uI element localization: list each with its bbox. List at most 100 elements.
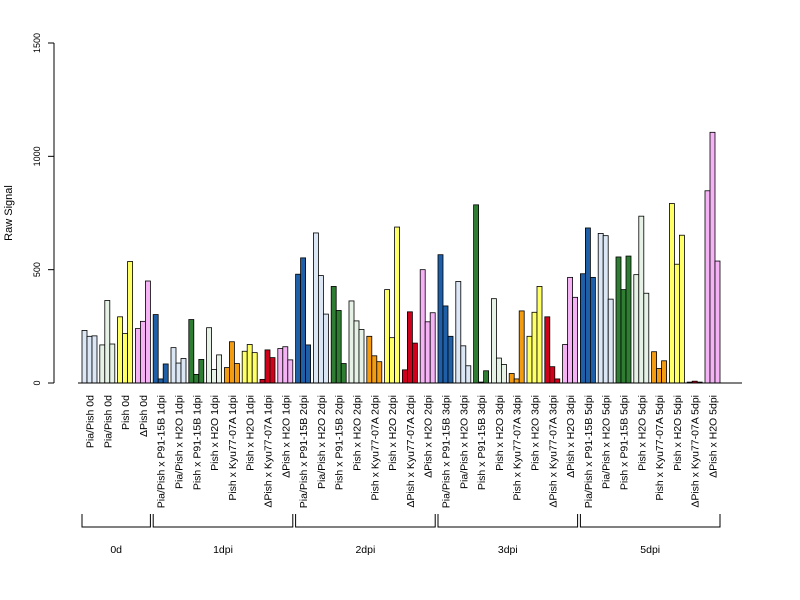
bar — [620, 289, 627, 384]
bar — [300, 257, 307, 384]
bar — [585, 227, 591, 384]
bar — [180, 358, 187, 384]
category-labels: Pia/Pish 0d Pia/Pish 0d Pish 0d ΔPish 0d Pia… — [85, 395, 720, 508]
bar — [437, 254, 444, 384]
bar — [465, 365, 472, 384]
bar — [322, 313, 329, 384]
bar — [572, 296, 578, 384]
bar — [394, 226, 401, 384]
bar — [340, 363, 347, 384]
category-label: Pish x Kyu77-07A 1dpi — [227, 395, 239, 501]
y-tick-label: 1000 — [32, 146, 42, 166]
bar — [216, 354, 223, 384]
group-bracket — [579, 514, 721, 528]
category-label: Pish x H2O 5dpi — [672, 395, 684, 471]
y-tick-label: 1500 — [32, 33, 42, 53]
bar — [251, 352, 258, 384]
y-tick-label: 0 — [32, 380, 42, 385]
bar — [86, 335, 93, 384]
bar — [424, 321, 431, 384]
category-label: ΔPish x Kyu77-07A 1dpi — [263, 395, 275, 508]
category-label: Pia/Pish 0d — [85, 395, 97, 448]
category-label: Pia/Pish x P91-15B 3dpi — [441, 395, 453, 508]
category-label: Pish x P91-15B 1dpi — [191, 395, 203, 490]
bar — [602, 235, 609, 384]
bar — [518, 310, 525, 384]
bar — [460, 345, 467, 384]
bar — [656, 368, 662, 384]
bar — [188, 319, 195, 384]
category-label: Pish x P91-15B 2dpi — [334, 395, 346, 490]
category-label: Pish x H2O 1dpi — [245, 395, 257, 471]
bar — [447, 335, 454, 384]
group-label: 1dpi — [213, 544, 233, 556]
bar — [152, 314, 159, 384]
category-label: ΔPish x H2O 5dpi — [708, 395, 720, 478]
bar — [567, 276, 573, 384]
bar — [531, 311, 538, 384]
bar — [353, 320, 360, 384]
bar — [580, 273, 586, 384]
bar — [544, 316, 551, 384]
bar — [562, 344, 568, 384]
category-label: Pish x H2O 3dpi — [494, 395, 506, 471]
bar — [508, 373, 515, 384]
category-label: ΔPish x Kyu77-07A 5dpi — [690, 395, 702, 508]
bar — [411, 342, 418, 384]
bar — [348, 300, 355, 384]
bar — [198, 359, 205, 384]
bar — [134, 328, 141, 384]
group-bracket — [81, 514, 151, 528]
bar — [317, 275, 324, 384]
bars — [81, 131, 721, 384]
bar — [269, 357, 276, 384]
bar — [277, 348, 284, 384]
category-label: ΔPish 0d — [138, 395, 150, 437]
group-brackets: 0d 1dpi 2dpi 3dpi 5dpi — [81, 514, 721, 556]
bar — [651, 351, 657, 384]
category-label: Pia/Pish x P91-15B 2dpi — [298, 395, 310, 508]
bar — [264, 349, 271, 384]
bar — [206, 327, 213, 384]
category-label: ΔPish x Kyu77-07A 3dpi — [547, 395, 559, 508]
group-bracket — [295, 514, 436, 528]
bar — [429, 312, 436, 384]
category-label: Pia/Pish x P91-15B 1dpi — [156, 395, 168, 508]
bar — [246, 344, 253, 384]
bar — [549, 366, 556, 384]
bar — [162, 363, 169, 384]
bar — [117, 316, 123, 384]
bar — [483, 370, 490, 384]
bar — [104, 300, 111, 384]
bar — [406, 311, 413, 384]
category-label: Pish x P91-15B 3dpi — [476, 395, 488, 490]
bar — [287, 359, 294, 384]
bar — [157, 378, 164, 384]
category-label: Pish x H2O 5dpi — [636, 395, 648, 471]
bar — [241, 350, 248, 384]
group-bracket — [152, 514, 294, 528]
category-label: Pia/Pish x P91-15B 5dpi — [583, 395, 595, 508]
bar — [704, 190, 711, 384]
category-label: Pia/Pish x H2O 3dpi — [458, 395, 470, 489]
bar — [597, 232, 604, 384]
bar — [442, 305, 449, 384]
bar — [419, 269, 426, 384]
bar — [714, 260, 721, 384]
bar — [259, 378, 266, 384]
bar — [674, 263, 680, 384]
group-bracket — [437, 514, 579, 528]
category-label: Pish x Kyu77-07A 3dpi — [512, 395, 524, 501]
group-label: 5dpi — [640, 544, 660, 556]
bar — [127, 261, 133, 384]
bar — [633, 274, 640, 384]
category-label: Pish 0d — [120, 395, 132, 430]
category-label: Pia/Pish x H2O 2dpi — [316, 395, 328, 489]
bar — [526, 335, 533, 384]
bar — [139, 320, 146, 384]
bar — [536, 286, 543, 384]
group-label: 0d — [110, 544, 122, 556]
bar — [513, 378, 520, 384]
bar — [554, 378, 561, 384]
bar — [473, 204, 480, 384]
